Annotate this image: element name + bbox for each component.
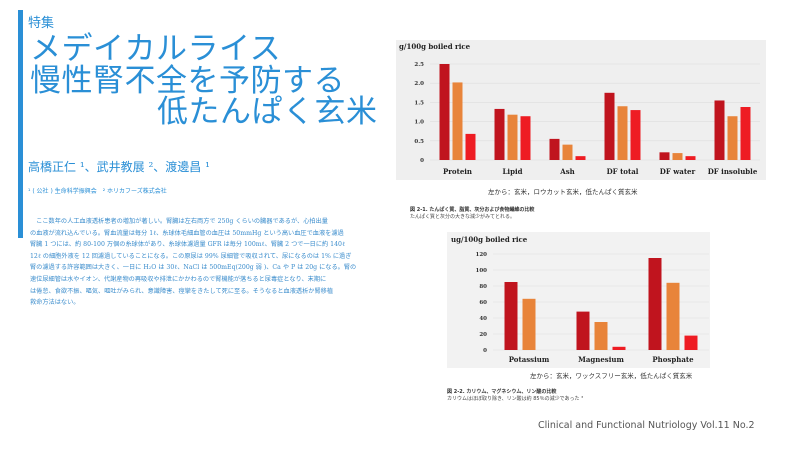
figure-1-title: 図 2-1. たんぱく質、脂質、灰分および食物繊維の比較 [410, 207, 535, 213]
chart-1-ylabel: g/100g boiled rice [399, 42, 471, 51]
body-line: ここ数年の人工血液透析患者の増加が著しい。腎臓は左右両方で 250g くらいの臓… [30, 218, 328, 225]
chart-1-y-tick: 2.5 [414, 62, 424, 68]
chart-2-y-tick: 20 [479, 332, 487, 338]
chart-2-category-label: Phosphate [652, 355, 694, 364]
chart-panel-2: ug/100g boiled rice 0 20 40 60 80 100 120 Potass… [447, 232, 710, 368]
body-line: 12ℓ の細胞外液を 12 回濾過していることになる。この原尿は 99% 尿細管… [30, 252, 352, 260]
chart-2-category-label: Magnesium [578, 355, 624, 364]
chart-1-bar [494, 108, 505, 160]
chart-1-bar [452, 82, 463, 160]
chart-1-bar [714, 100, 725, 160]
chart-1-y-tick: 0.5 [414, 139, 424, 145]
body-line: 腎臓 1 つには、約 80-100 万個の糸球体があり、糸球体濾過量 GFR は… [30, 241, 345, 249]
chart-2-bar [612, 346, 626, 350]
chart-1-bar [575, 156, 586, 160]
chart-2-y-tick: 60 [479, 300, 487, 306]
chart-1-category-label: Lipid [502, 167, 522, 176]
chart-2-bar [684, 335, 698, 350]
body-line: 速位尿細管は水やイオン、代謝産物の再吸収や排泄にかかわるので腎機能が落ちると尿毒… [30, 275, 327, 283]
body-line: は倦怠、食欲不振、嘔気、嘔吐がみられ、意識障害、痙攣をきたして死に至る。そうなる… [30, 287, 334, 295]
journal-footer: Clinical and Functional Nutriology Vol.1… [538, 420, 755, 431]
chart-1-bar [630, 110, 641, 160]
chart-1-bar [507, 114, 518, 160]
chart-1-bar [549, 138, 560, 160]
figure-1-note: たんぱく質と灰分の大きな減少がみてとれる。 [410, 214, 516, 220]
chart-2-bar [504, 282, 518, 350]
chart-1-bar [562, 144, 573, 160]
chart-1-y-tick: 0 [420, 158, 424, 164]
chart-2-bar [648, 258, 662, 350]
chart-2-caption: 左から：玄米，ワックスフリー玄米，低たんぱく質玄米 [530, 372, 693, 380]
chart-1-bar [672, 153, 683, 160]
chart-2-y-tick: 40 [479, 316, 487, 322]
chart-1-y-tick: 1.5 [414, 100, 424, 106]
chart-1-category-label: DF insoluble [708, 167, 758, 176]
affiliation: ¹ ( 公社 ) 生命科学振興会 ² ホリカフーズ株式会社 [28, 188, 167, 195]
chart-1-category-label: Ash [559, 167, 574, 176]
chart-1-bar [727, 116, 738, 160]
figure-2-title: 図 2-2. カリウム、マグネシウム、リン酸の比較 [447, 389, 557, 395]
chart-1-y-tick: 1.0 [414, 120, 424, 126]
chart-2-bar [522, 298, 536, 350]
chart-2-y-tick: 100 [476, 268, 488, 274]
chart-2-y-tick: 120 [476, 252, 488, 258]
chart-1-bar [604, 92, 615, 160]
authors: 高橋正仁 ¹、武井教展 ²、渡邊昌 ¹ [28, 160, 210, 174]
chart-2: ug/100g boiled rice 0 20 40 60 80 100 120 Potass… [451, 235, 709, 364]
chart-2-bar [576, 311, 590, 350]
chart-1-bar [617, 106, 628, 160]
feature-label: 特集 [28, 16, 55, 31]
chart-2-ylabel: ug/100g boiled rice [451, 235, 528, 244]
chart-2-bar [594, 322, 608, 350]
chart-1-category-label: Protein [443, 167, 472, 176]
chart-1-bar [439, 64, 450, 160]
chart-1-category-label: DF total [607, 167, 639, 176]
chart-1-caption: 左から：玄米，ロウカット玄米，低たんぱく質玄米 [488, 188, 638, 196]
chart-2-category-label: Potassium [509, 355, 550, 364]
chart-1-bar [520, 116, 531, 160]
chart-1: g/100g boiled rice 0 0.5 1.0 1.5 2.0 2.5 Protei… [399, 42, 760, 176]
chart-panel-1: g/100g boiled rice 0 0.5 1.0 1.5 2.0 2.5 Protei… [396, 40, 766, 180]
chart-2-y-tick: 0 [483, 348, 487, 354]
chart-1-bar [685, 156, 696, 160]
chart-1-bar [465, 133, 476, 160]
figure-2-note: カリウムはほぼ取り除き、リン酸は約 85％の減少であった ³ [447, 396, 584, 402]
body-line: 救命方法はない。 [30, 299, 80, 307]
body-line: の血液が流れ込んでいる。腎血流量は毎分 1ℓ、糸球体毛細血管の血圧は 50mmH… [30, 229, 344, 237]
title-line-2: 慢性腎不全を予防する [30, 63, 345, 99]
chart-2-bar [666, 282, 680, 350]
chart-1-bar [740, 107, 751, 160]
title-line-1: メデイカルライス [30, 31, 282, 67]
title-line-3: 低たんぱく玄米 [157, 94, 378, 130]
body-line: 腎の濾過する許容範囲は大きく、一日に H₂O は 30ℓ、NaCl は 500m… [30, 264, 357, 272]
chart-1-bar [659, 152, 670, 160]
chart-2-y-tick: 80 [479, 284, 487, 290]
chart-1-category-label: DF water [660, 167, 696, 176]
body-text: ここ数年の人工血液透析患者の増加が著しい。腎臓は左右両方で 250g くらいの臓… [30, 216, 375, 316]
accent-bar [18, 10, 23, 238]
chart-1-y-tick: 2.0 [414, 81, 424, 87]
